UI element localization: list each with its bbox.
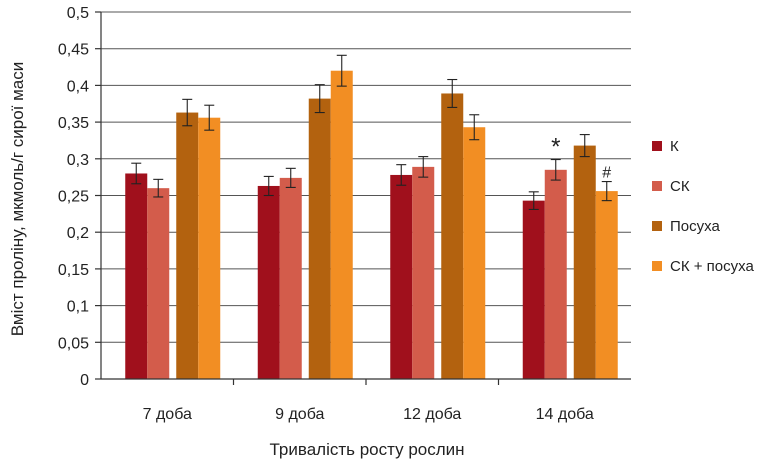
x-tick-label: 14 доба <box>536 406 594 423</box>
significance-mark: * <box>551 134 560 161</box>
legend-swatch <box>652 181 662 191</box>
bar <box>544 169 567 379</box>
legend-label: СК <box>670 178 690 195</box>
tick-labels: 0 0,05 0,1 0,15 0,2 0,25 0,3 0,35 0,4 0,45 0,5 7 до… <box>58 5 594 423</box>
legend-label: К <box>670 138 679 155</box>
bar <box>279 177 302 379</box>
bar <box>257 185 280 379</box>
legend-swatch <box>652 141 662 151</box>
y-axis-title: Вміст проліну, мкмоль/г сирої маси <box>8 62 27 337</box>
bar <box>330 70 353 379</box>
bars: *# <box>125 54 618 380</box>
significance-mark: # <box>602 165 611 182</box>
bar <box>125 173 148 379</box>
y-tick-label: 0,1 <box>67 299 89 316</box>
legend-swatch <box>652 261 662 271</box>
legend-label: СК + посуха <box>670 258 754 275</box>
y-tick-label: 0 <box>80 372 89 389</box>
bar <box>522 200 545 379</box>
bar <box>412 166 435 379</box>
x-tick-label: 7 доба <box>143 406 192 423</box>
y-tick-label: 0,3 <box>67 152 89 169</box>
bar <box>176 112 199 380</box>
bar <box>463 127 486 379</box>
y-tick-label: 0,2 <box>67 225 89 242</box>
bar <box>308 98 331 379</box>
bar <box>390 174 413 379</box>
legend-label: Посуха <box>670 218 720 235</box>
x-axis-title: Тривалість росту рослин <box>269 440 464 459</box>
x-tick-label: 12 доба <box>403 406 461 423</box>
legend-swatch <box>652 221 662 231</box>
y-tick-label: 0,4 <box>67 78 89 95</box>
y-tick-label: 0,25 <box>58 189 89 206</box>
bar <box>573 145 596 379</box>
bar <box>198 117 221 380</box>
bar <box>147 188 170 379</box>
y-tick-label: 0,35 <box>58 115 89 132</box>
x-tick-label: 9 доба <box>275 406 324 423</box>
y-tick-label: 0,05 <box>58 335 89 352</box>
y-tick-label: 0,45 <box>58 42 89 59</box>
bar <box>595 191 618 379</box>
bar <box>441 93 464 379</box>
y-tick-label: 0,5 <box>67 5 89 22</box>
y-tick-label: 0,15 <box>58 262 89 279</box>
legend: К СК Посуха СК + посуха <box>652 138 754 275</box>
